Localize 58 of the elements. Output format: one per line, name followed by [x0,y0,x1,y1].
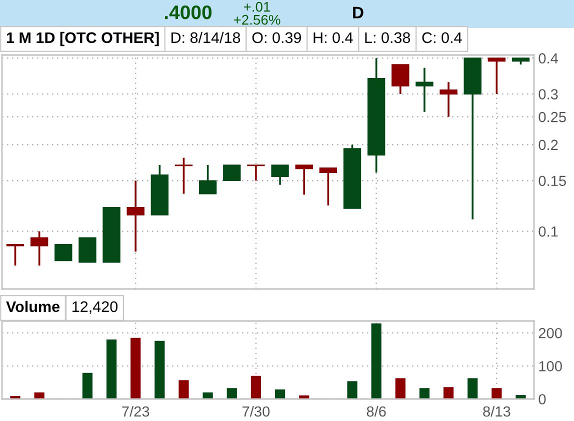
y-tick-label: 0.4 [538,53,558,64]
text: D: 8/14/18 [172,32,240,44]
text: D [353,6,364,18]
bar [82,372,93,399]
candlestick [247,164,265,182]
candlestick [126,180,144,252]
bar [154,340,165,399]
bar [106,340,117,399]
y-tick-label: 0 [538,394,546,404]
candlestick [271,164,289,186]
candlestick [416,66,434,113]
text: +2.56% [234,14,280,25]
bar [178,380,189,399]
bar [492,388,502,399]
bar [347,381,358,399]
candlestick [392,64,410,95]
chart-title: 1 M 1D [OTC OTHER] [6,32,159,46]
y-tick-label: 0.15 [538,176,566,186]
candlestick [30,230,48,266]
text: C: 0.4 [422,32,462,44]
bar [226,388,237,399]
y-tick-label: 100 [539,361,562,372]
x-tick-label: 8/6 [366,406,386,417]
candlestick [6,244,24,266]
bar [419,388,430,399]
bar [274,389,286,399]
bar [202,392,213,399]
candlestick [319,167,338,206]
candlestick [223,164,241,182]
y-tick-label: 0.25 [538,112,566,122]
candlestick [198,164,217,195]
x-tick-label: 8/13 [483,406,510,417]
y-tick-label: 200 [538,328,562,338]
bar [468,378,478,399]
candlestick [54,244,72,262]
y-tick-label: 0.2 [538,140,558,150]
bar [250,376,262,399]
x-tick-label: 7/30 [242,406,270,417]
bar [443,387,454,399]
x-tick-label: 7/23 [122,406,150,417]
bar [130,338,141,399]
text: H: 0.4 [314,32,353,44]
candlestick [488,57,506,95]
bar [516,395,526,399]
text: 12,420 [72,301,118,314]
bar [395,378,406,399]
text: +.01 [244,2,270,12]
bar [34,392,44,399]
text: L: 0.38 [365,32,410,44]
chart-title: Volume [6,300,60,312]
candlestick [440,81,458,118]
text: O: 0.39 [252,32,302,44]
candlestick [295,164,313,196]
text: .4000 [164,5,212,20]
y-tick-label: 0.1 [538,226,558,237]
bar [371,323,382,399]
y-tick-label: 0.3 [538,89,558,100]
candlestick [174,156,193,195]
